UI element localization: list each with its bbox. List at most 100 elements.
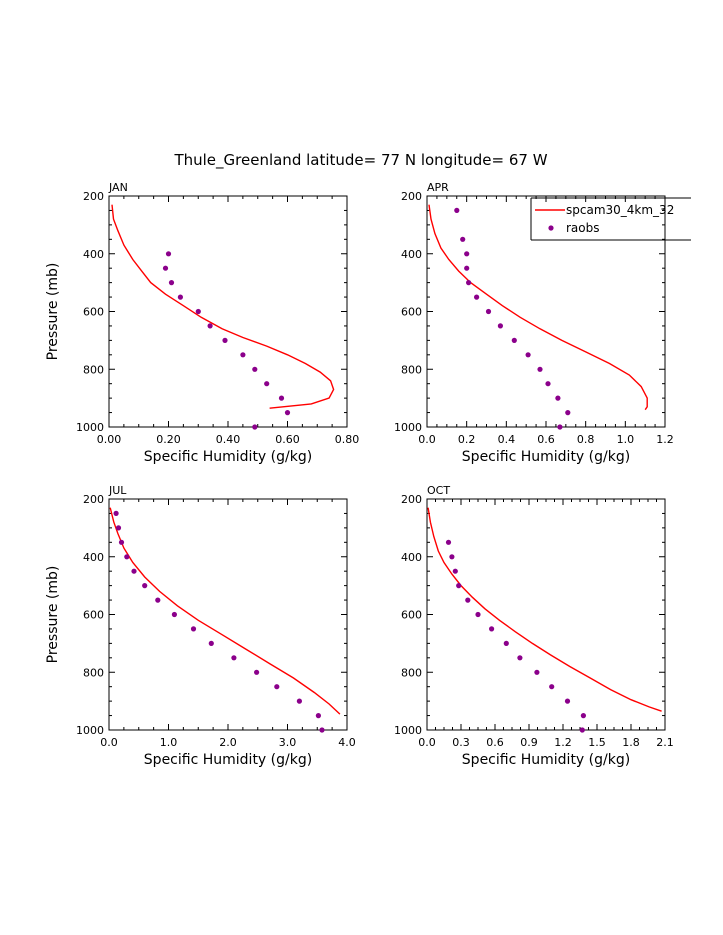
x-tick-label: 0.9	[520, 736, 538, 749]
panel-apr: APR 0.0 0.2 0.4 0.6 0.8 1.0 1.2 200 400 600 800 1000…	[394, 181, 674, 465]
y-tick-label: 400	[83, 248, 104, 261]
x-axis-title: Specific Humidity (g/kg)	[144, 752, 312, 768]
raobs-point	[118, 539, 125, 545]
raobs-point	[557, 424, 563, 430]
x-tick-label: 0.0	[418, 736, 436, 749]
y-tick-label: 200	[83, 493, 104, 506]
raobs-points	[113, 510, 325, 733]
raobs-point	[240, 352, 246, 358]
raobs-point	[454, 207, 460, 213]
raobs-point	[497, 323, 503, 329]
raobs-point	[464, 265, 470, 271]
raobs-point	[545, 381, 551, 387]
raobs-point	[252, 424, 258, 430]
x-tick-label: 0.3	[452, 736, 470, 749]
raobs-point	[465, 597, 471, 603]
y-tick-label: 600	[401, 306, 422, 319]
y-tick-label: 600	[83, 306, 104, 319]
x-axis-title: Specific Humidity (g/kg)	[462, 449, 630, 465]
raobs-point	[456, 583, 462, 589]
x-tick-label: 0.0	[100, 736, 118, 749]
y-tick-label: 400	[83, 551, 104, 564]
x-tick-label: 4.0	[338, 736, 356, 749]
raobs-point	[165, 251, 172, 257]
y-axis-title: Pressure (mb)	[45, 263, 61, 361]
raobs-point	[207, 323, 213, 329]
raobs-point	[485, 308, 492, 315]
raobs-point	[162, 265, 169, 271]
x-axis-title: Specific Humidity (g/kg)	[144, 449, 312, 465]
plot-frame	[108, 195, 348, 428]
y-tick-label: 200	[401, 190, 422, 203]
figure-title: Thule_Greenland latitude= 77 N longitude…	[173, 151, 547, 170]
raobs-point	[142, 583, 148, 589]
x-tick-label: 1.5	[588, 736, 606, 749]
x-tick-label: 0.6	[537, 433, 555, 446]
raobs-point	[315, 713, 321, 719]
plot-frame	[426, 498, 666, 731]
x-tick-label: 1.0	[160, 736, 178, 749]
x-tick-label: 0.40	[216, 433, 241, 446]
panel-label: JAN	[108, 181, 128, 194]
raobs-point	[124, 554, 130, 560]
raobs-point	[155, 597, 161, 603]
y-tick-label: 200	[83, 190, 104, 203]
y-tick-label: 1000	[76, 421, 104, 434]
raobs-point	[222, 337, 228, 343]
y-tick-label: 600	[83, 609, 104, 622]
raobs-point	[171, 611, 177, 618]
raobs-point	[511, 337, 517, 343]
x-tick-label: 0.2	[458, 433, 476, 446]
raobs-point	[579, 727, 585, 733]
y-tick-label: 800	[401, 666, 422, 679]
raobs-point	[449, 554, 455, 560]
raobs-point	[319, 727, 325, 733]
model-line	[427, 507, 662, 712]
x-tick-label: 2.1	[656, 736, 674, 749]
raobs-point	[474, 294, 480, 300]
x-tick-label: 0.80	[335, 433, 360, 446]
raobs-point	[503, 640, 509, 647]
x-tick-label: 1.0	[617, 433, 635, 446]
panel-label: APR	[427, 181, 449, 194]
raobs-point	[452, 568, 458, 574]
y-tick-label: 400	[401, 248, 422, 261]
raobs-point	[113, 510, 119, 516]
raobs-point	[254, 669, 260, 675]
panel-label: JUL	[108, 484, 127, 497]
raobs-point	[274, 684, 280, 690]
legend-dot-swatch	[548, 225, 554, 231]
legend-label-model: spcam30_4km_32	[566, 203, 674, 217]
x-tick-label: 0.4	[498, 433, 516, 446]
x-tick-label: 3.0	[279, 736, 297, 749]
y-tick-label: 400	[401, 551, 422, 564]
raobs-point	[525, 352, 531, 358]
raobs-points	[162, 251, 291, 430]
raobs-point	[517, 655, 523, 661]
raobs-point	[460, 236, 466, 242]
raobs-point	[580, 713, 587, 719]
y-axis-title: Pressure (mb)	[45, 566, 61, 664]
y-tick-label: 600	[401, 609, 422, 622]
raobs-point	[284, 410, 291, 416]
panel-jul: JUL 0.0 1.0 2.0 3.0 4.0 200 400 600 800 1000 Specif…	[45, 484, 356, 768]
raobs-point	[115, 525, 122, 531]
raobs-point	[296, 698, 302, 704]
raobs-point	[177, 294, 183, 300]
raobs-point	[537, 366, 543, 372]
y-tick-label: 200	[401, 493, 422, 506]
y-tick-label: 1000	[394, 421, 422, 434]
x-tick-label: 0.20	[156, 433, 181, 446]
y-tick-label: 800	[83, 666, 104, 679]
raobs-point	[264, 381, 270, 387]
raobs-point	[555, 395, 561, 401]
x-tick-label: 2.0	[219, 736, 237, 749]
model-line	[111, 204, 335, 409]
raobs-point	[278, 395, 285, 401]
x-axis-title: Specific Humidity (g/kg)	[462, 752, 630, 768]
x-tick-label: 0.6	[486, 736, 504, 749]
y-tick-label: 800	[83, 363, 104, 376]
x-tick-label: 0.60	[275, 433, 300, 446]
legend-label-raobs: raobs	[566, 221, 600, 235]
